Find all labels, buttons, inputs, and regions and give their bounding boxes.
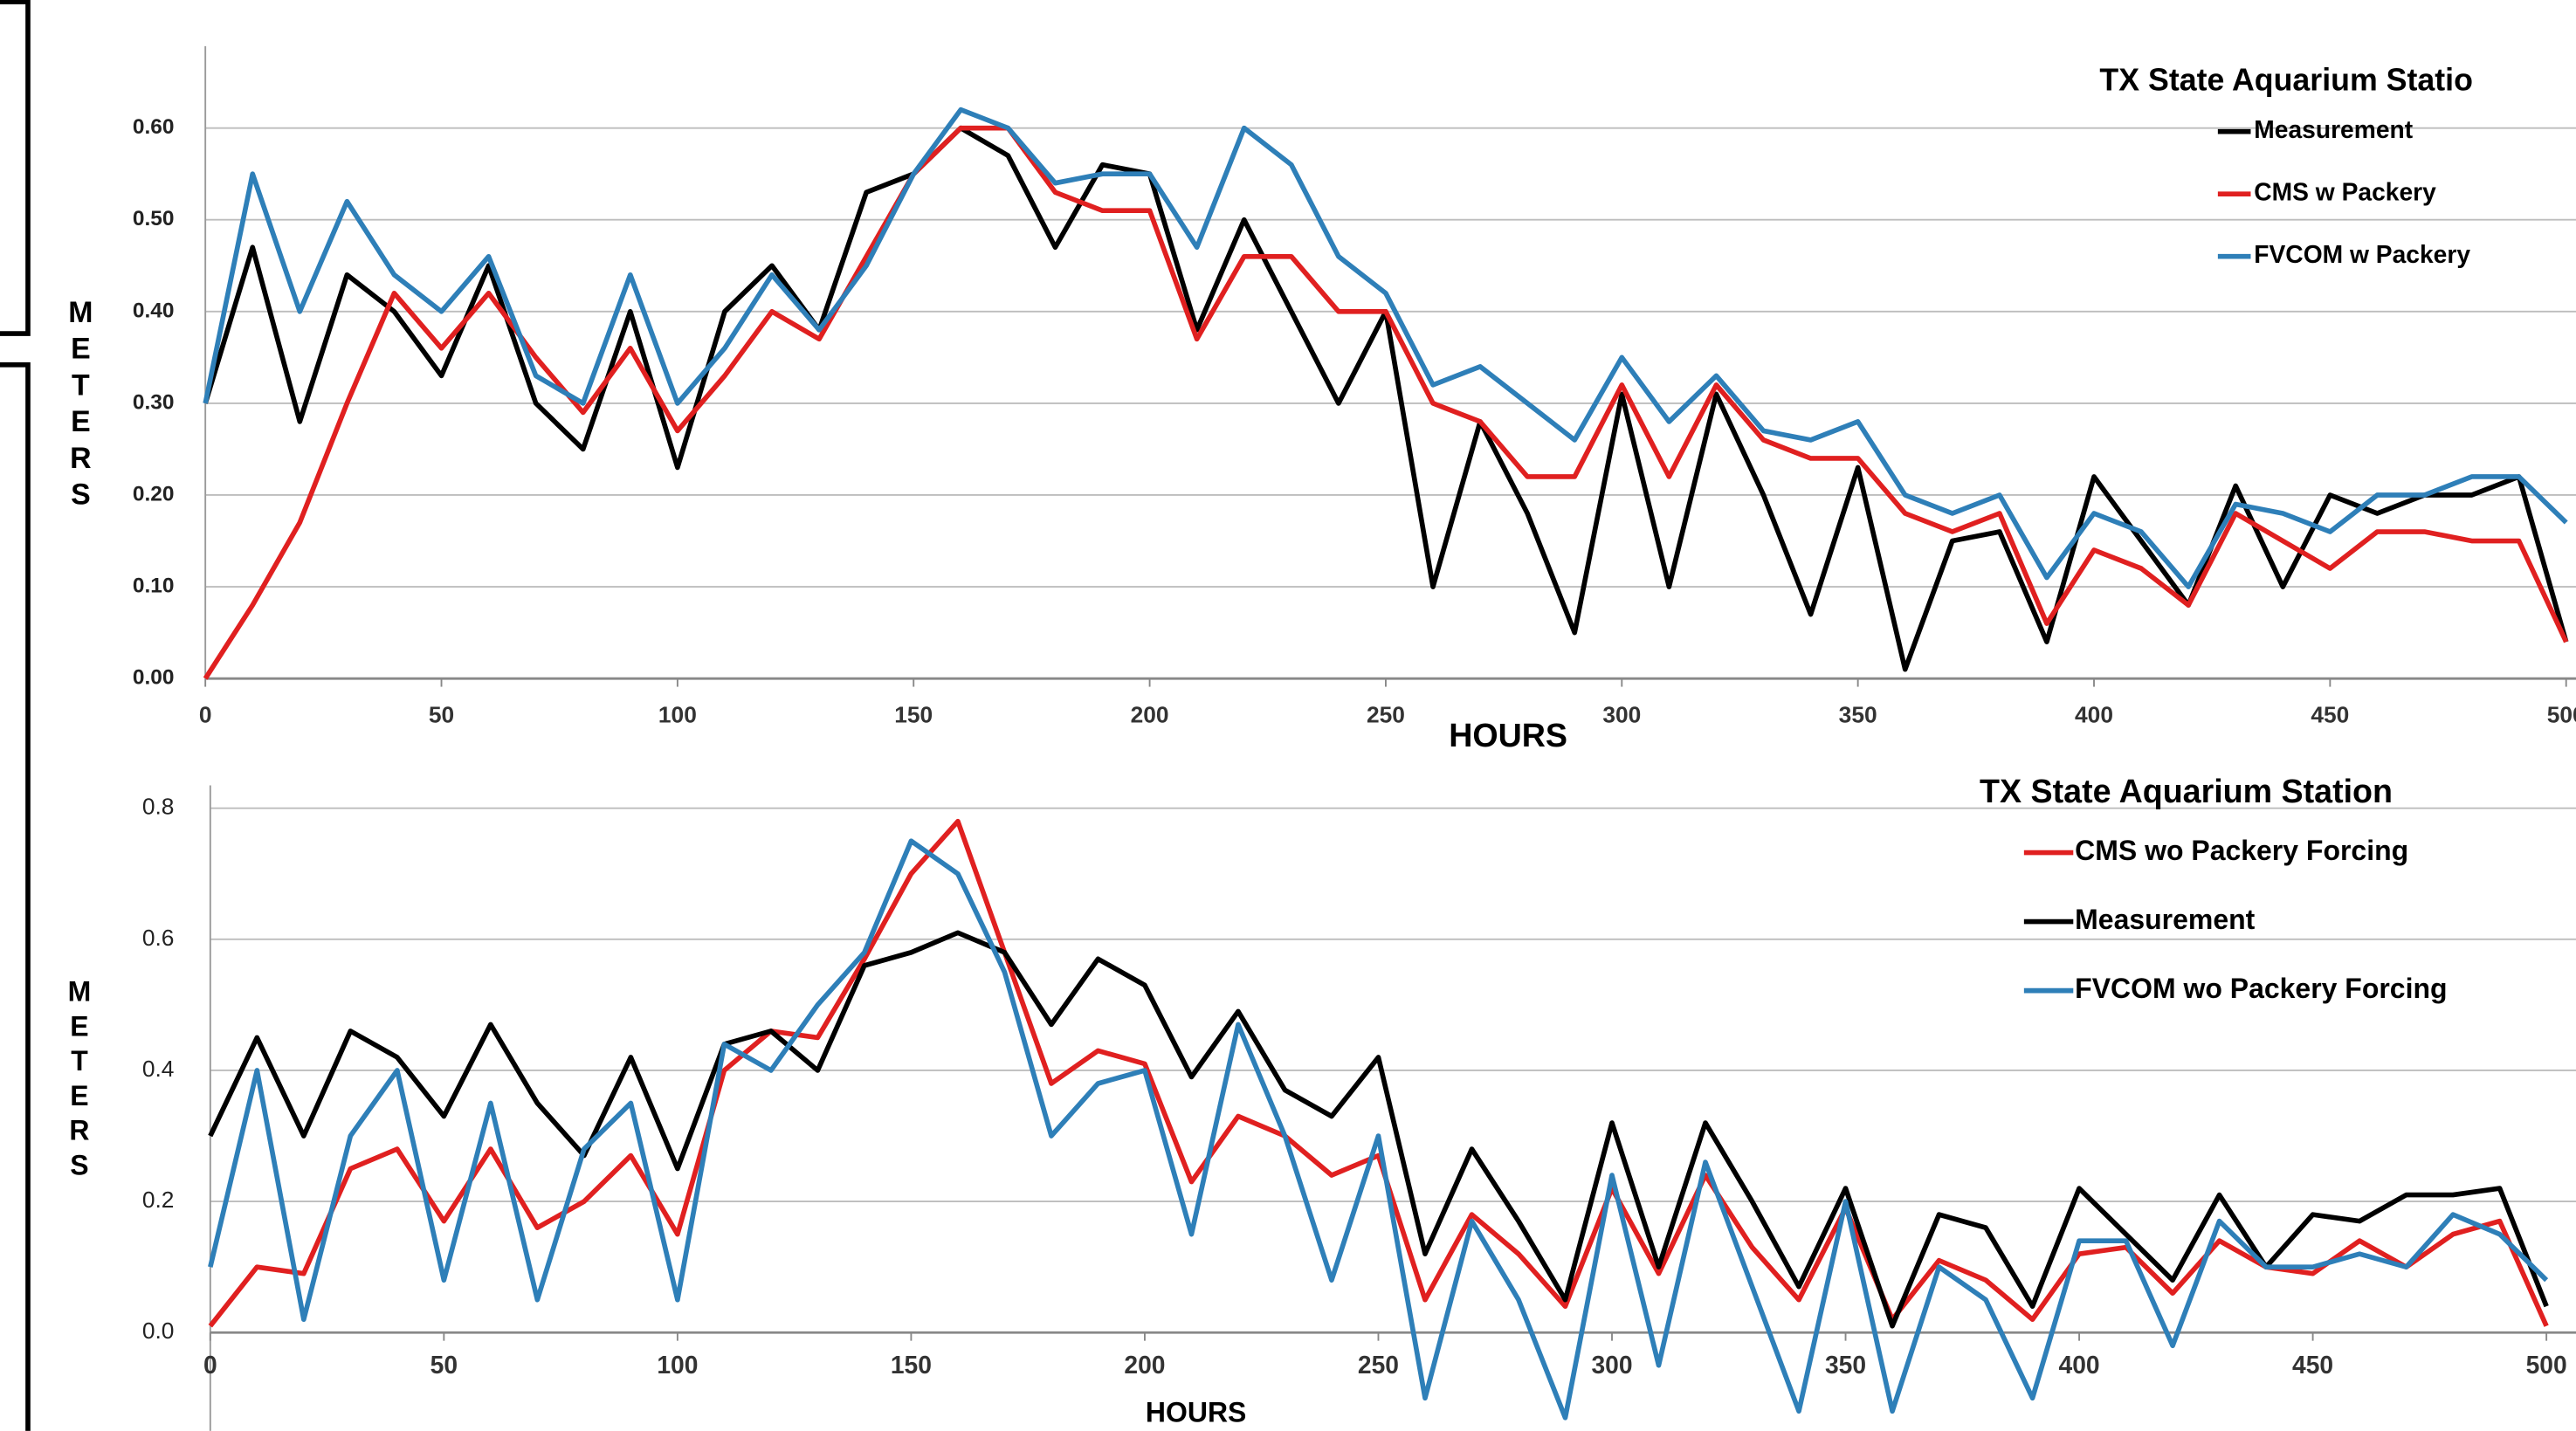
x-tick-label: 150 xyxy=(891,1351,932,1379)
y-tick-label: 0.8 xyxy=(142,794,175,820)
y-tick-label: 0.0 xyxy=(142,1317,175,1344)
data-line xyxy=(203,125,2569,680)
x-tick-label: 0 xyxy=(203,1351,217,1379)
legend-label: Measurement xyxy=(2254,115,2414,143)
x-tick-label: 400 xyxy=(2075,701,2113,727)
x-tick-label: 400 xyxy=(2059,1351,2100,1379)
x-tick-label: 100 xyxy=(657,1351,698,1379)
y-tick-label: 0.2 xyxy=(142,1187,175,1213)
data-line xyxy=(208,930,2549,1329)
legend-label: Measurement xyxy=(2075,904,2255,935)
x-tick-label: 500 xyxy=(2526,1351,2567,1379)
legend-title: TX State Aquarium Station xyxy=(1980,773,2393,809)
data-line xyxy=(208,818,2549,1328)
x-axis-label: HOURS xyxy=(1449,717,1567,753)
legend-title: TX State Aquarium Statio xyxy=(2099,63,2473,98)
y-tick-label: 0.4 xyxy=(142,1056,175,1082)
legend-label: CMS w Packery xyxy=(2254,178,2436,206)
x-tick-label: 250 xyxy=(1367,701,1405,727)
x-tick-label: 300 xyxy=(1602,701,1641,727)
x-tick-label: 50 xyxy=(430,1351,458,1379)
x-tick-label: 350 xyxy=(1825,1351,1866,1379)
y-tick-label: 0.30 xyxy=(133,390,175,414)
x-tick-label: 100 xyxy=(658,701,697,727)
x-tick-label: 250 xyxy=(1358,1351,1399,1379)
y-tick-label: 0.40 xyxy=(133,299,175,322)
y-tick-label: 0.00 xyxy=(133,666,175,690)
y-axis-label: METERS xyxy=(64,296,97,515)
frame-fragment xyxy=(0,362,31,1431)
frame-fragment xyxy=(0,0,31,336)
x-tick-label: 300 xyxy=(1591,1351,1632,1379)
legend-label: CMS wo Packery Forcing xyxy=(2075,835,2408,866)
y-axis-label: METERS xyxy=(64,976,95,1185)
x-tick-label: 200 xyxy=(1131,701,1169,727)
y-tick-label: 0.60 xyxy=(133,115,175,139)
x-tick-label: 200 xyxy=(1124,1351,1165,1379)
x-tick-label: 450 xyxy=(2292,1351,2333,1379)
y-tick-label: 0.10 xyxy=(133,574,175,598)
legend-label: FVCOM w Packery xyxy=(2254,240,2470,268)
y-tick-label: 0.50 xyxy=(133,207,175,230)
x-axis-label: HOURS xyxy=(1146,1396,1246,1428)
x-tick-label: 50 xyxy=(429,701,454,727)
data-line xyxy=(208,838,2549,1421)
y-tick-label: 0.20 xyxy=(133,482,175,506)
x-tick-label: 0 xyxy=(199,701,212,727)
x-tick-label: 500 xyxy=(2547,701,2576,727)
y-tick-label: 0.6 xyxy=(142,925,175,951)
x-tick-label: 150 xyxy=(894,701,933,727)
legend-label: FVCOM wo Packery Forcing xyxy=(2075,973,2447,1004)
x-tick-label: 450 xyxy=(2311,701,2349,727)
data-line xyxy=(203,107,2568,589)
x-tick-label: 350 xyxy=(1839,701,1877,727)
